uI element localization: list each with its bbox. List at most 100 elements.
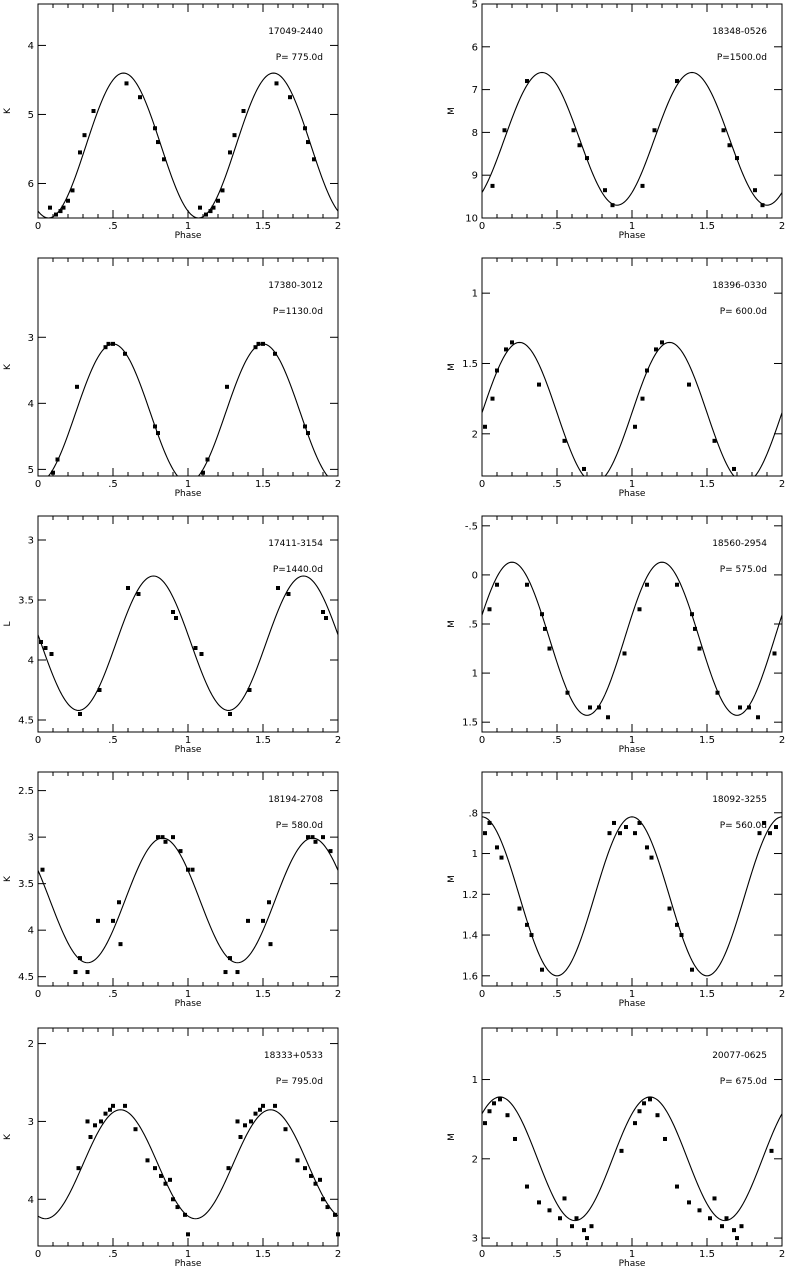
data-point bbox=[336, 1232, 340, 1237]
data-point bbox=[495, 582, 499, 587]
data-point bbox=[640, 396, 645, 401]
data-point bbox=[153, 126, 157, 131]
x-tick-label: 0 bbox=[479, 989, 485, 1000]
data-point bbox=[772, 651, 777, 656]
data-point bbox=[85, 970, 90, 975]
data-point bbox=[732, 1228, 736, 1233]
data-point bbox=[525, 582, 529, 587]
data-point bbox=[675, 1184, 679, 1189]
star-name-annotation: 18560-2954 bbox=[712, 539, 767, 549]
data-point bbox=[622, 651, 627, 656]
data-point bbox=[525, 922, 529, 927]
data-point bbox=[502, 128, 507, 133]
data-point bbox=[675, 922, 679, 927]
x-axis-label: Phase bbox=[175, 1259, 202, 1269]
data-point bbox=[724, 1216, 729, 1221]
x-tick-label: 2 bbox=[335, 989, 341, 1000]
data-point bbox=[697, 1208, 702, 1213]
data-point bbox=[228, 150, 232, 155]
data-point bbox=[205, 457, 210, 462]
data-point bbox=[138, 95, 142, 100]
x-tick-label: 1 bbox=[185, 479, 191, 490]
y-tick-label: 4.5 bbox=[18, 716, 34, 727]
data-point bbox=[321, 835, 325, 840]
data-point bbox=[645, 582, 649, 587]
data-point bbox=[712, 1196, 717, 1201]
star-name-annotation: 20077-0625 bbox=[712, 1051, 767, 1061]
data-point bbox=[274, 81, 279, 86]
data-point bbox=[483, 1121, 487, 1126]
x-tick-label: 1.5 bbox=[699, 1249, 715, 1260]
x-tick-label: .5 bbox=[108, 989, 118, 1000]
data-point bbox=[175, 1205, 180, 1210]
data-point bbox=[504, 347, 508, 352]
data-point bbox=[97, 688, 102, 692]
data-point bbox=[96, 918, 100, 923]
data-point bbox=[735, 156, 739, 161]
data-point bbox=[325, 1205, 330, 1210]
data-point bbox=[40, 867, 45, 872]
y-tick-label: -.5 bbox=[465, 521, 478, 532]
fit-curve bbox=[481, 561, 783, 716]
data-point bbox=[111, 1103, 115, 1108]
data-point bbox=[238, 1135, 243, 1139]
data-point bbox=[753, 188, 757, 193]
y-tick-label: 3 bbox=[28, 1117, 34, 1128]
data-point bbox=[655, 1113, 660, 1118]
data-point bbox=[286, 592, 291, 596]
data-point bbox=[288, 95, 292, 100]
data-point bbox=[495, 368, 499, 373]
x-tick-label: 1 bbox=[629, 1249, 635, 1260]
data-point bbox=[762, 820, 766, 825]
x-tick-label: 1.5 bbox=[699, 735, 715, 746]
data-point bbox=[495, 845, 499, 850]
star-name-annotation: 18396-0330 bbox=[712, 281, 767, 291]
data-point bbox=[171, 835, 175, 840]
data-point bbox=[570, 1224, 574, 1229]
period-annotation: P=1500.0d bbox=[717, 53, 767, 63]
data-point bbox=[321, 610, 325, 614]
data-point bbox=[540, 967, 544, 972]
star-name-annotation: 18333+0533 bbox=[264, 1051, 323, 1061]
data-point bbox=[273, 1103, 277, 1108]
data-point bbox=[78, 150, 82, 155]
data-point bbox=[273, 351, 277, 356]
y-axis-label: M bbox=[447, 363, 457, 371]
y-tick-label: 1.6 bbox=[462, 971, 478, 982]
data-point bbox=[186, 867, 190, 872]
data-point bbox=[61, 205, 66, 210]
light-curve-panel: 0 .5 1 1.5 2 4 5 6 Phase K 17049-2440 P= 775.0d bbox=[3, 3, 341, 241]
data-point bbox=[306, 835, 310, 840]
data-point bbox=[649, 855, 654, 860]
data-point bbox=[738, 705, 742, 710]
data-point bbox=[727, 143, 732, 148]
data-point bbox=[66, 198, 70, 203]
data-point bbox=[103, 1111, 108, 1116]
data-point bbox=[768, 831, 772, 836]
data-point bbox=[498, 1097, 502, 1102]
data-point bbox=[757, 831, 762, 836]
x-tick-label: .5 bbox=[108, 1249, 118, 1260]
data-point bbox=[268, 942, 273, 947]
data-point bbox=[687, 1200, 691, 1205]
data-point bbox=[735, 1236, 739, 1241]
data-point bbox=[223, 970, 228, 975]
data-point bbox=[619, 1148, 624, 1153]
fit-curve bbox=[37, 1109, 339, 1220]
y-tick-label: 3 bbox=[28, 833, 34, 844]
x-tick-label: .5 bbox=[552, 221, 562, 232]
x-tick-label: 1 bbox=[185, 989, 191, 1000]
data-point bbox=[577, 143, 582, 148]
y-tick-label: 10 bbox=[465, 214, 478, 225]
data-point bbox=[525, 1184, 529, 1189]
data-point bbox=[159, 1173, 163, 1178]
data-point bbox=[198, 205, 202, 210]
data-point bbox=[312, 157, 316, 162]
data-point bbox=[78, 712, 82, 716]
x-tick-label: .5 bbox=[108, 735, 118, 746]
data-point bbox=[295, 1158, 300, 1163]
data-point bbox=[721, 128, 726, 133]
data-point bbox=[679, 933, 684, 938]
data-point bbox=[589, 1224, 594, 1229]
x-tick-label: 1.5 bbox=[255, 735, 271, 746]
